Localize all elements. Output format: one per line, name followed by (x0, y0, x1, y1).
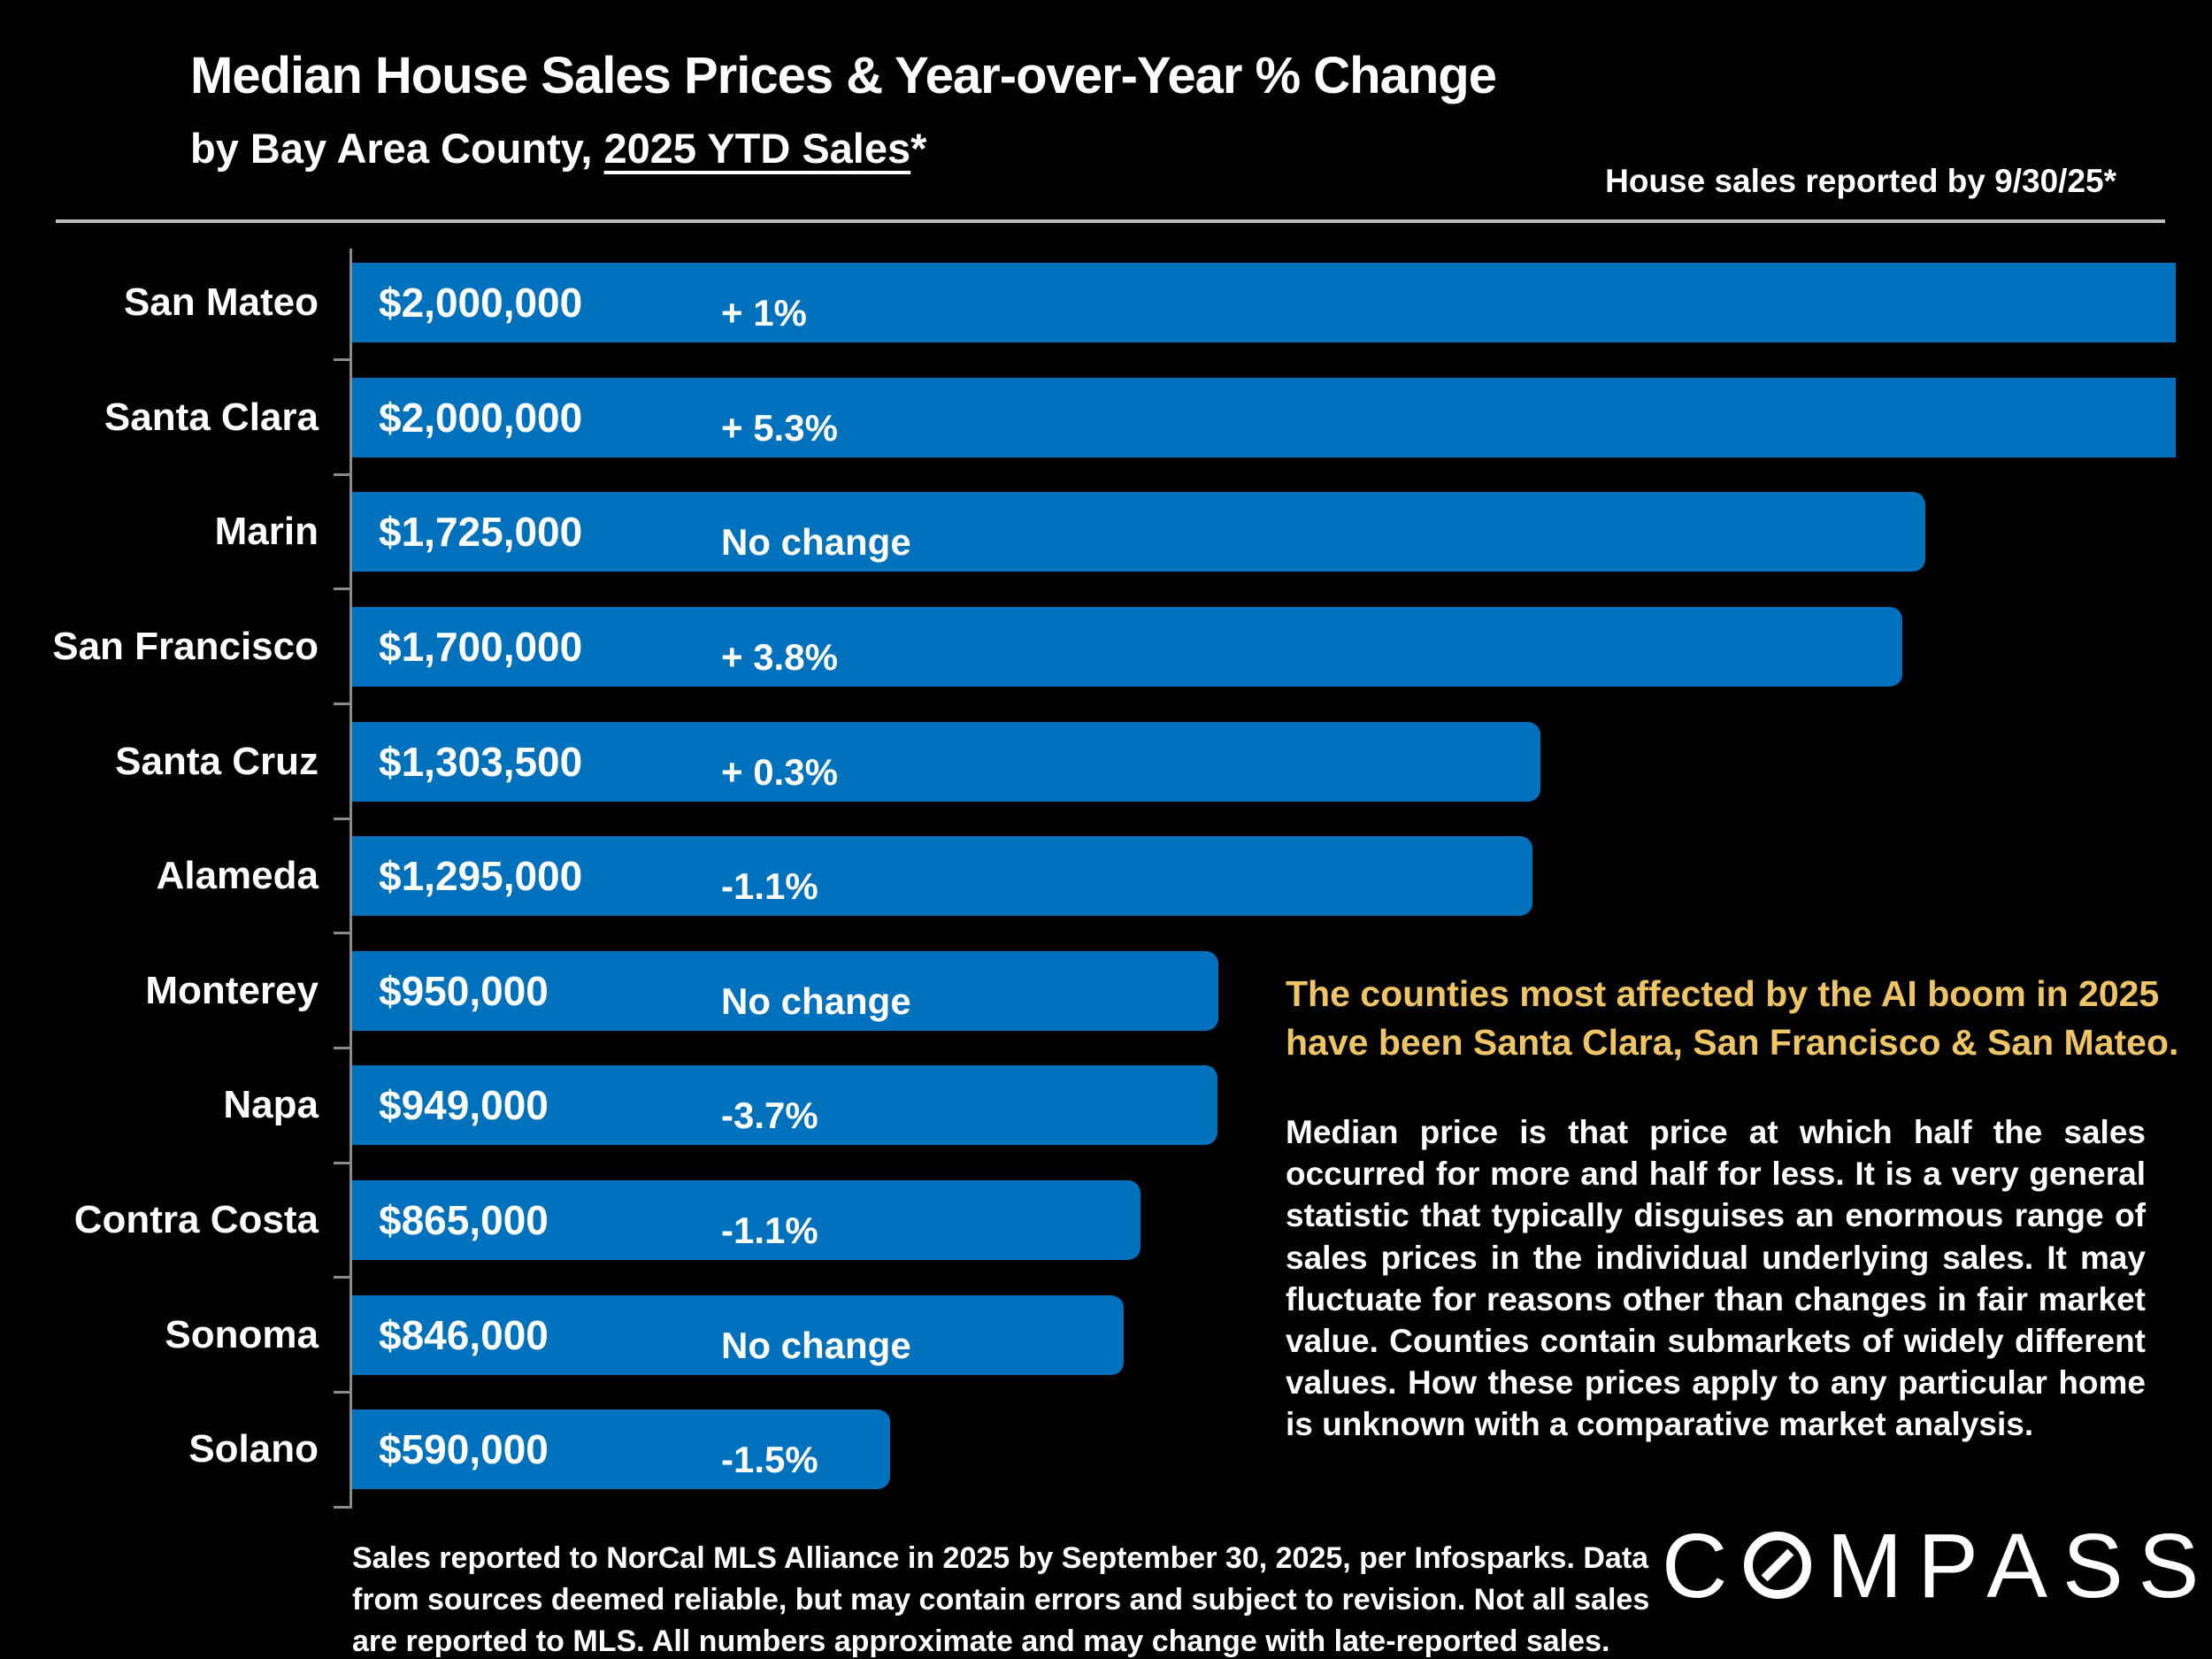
bar-chart: San Mateo $2,000,000 + 1% Santa Clara $2… (0, 245, 2212, 1510)
price-bar: $950,000 (352, 951, 1218, 1031)
bar-row: San Mateo $2,000,000 + 1% (0, 245, 2212, 360)
axis-tick (334, 1047, 350, 1049)
bar-row: Solano $590,000 -1.5% (0, 1392, 2212, 1507)
price-label: $590,000 (379, 1426, 549, 1472)
bar-row: Alameda $1,295,000 -1.1% (0, 818, 2212, 933)
county-label: Santa Cruz (115, 740, 319, 783)
yoy-change-label: -3.7% (721, 1094, 818, 1136)
header-divider (56, 219, 2165, 223)
compass-logo: C MPASS (1662, 1517, 2212, 1614)
logo-letters-mpass: MPASS (1826, 1514, 2212, 1617)
bar-row: Contra Costa $865,000 -1.1% (0, 1163, 2212, 1278)
page-title: Median House Sales Prices & Year-over-Ye… (190, 47, 1497, 104)
price-bar: $1,725,000 (352, 492, 1925, 572)
bar-row: San Francisco $1,700,000 + 3.8% (0, 589, 2212, 704)
footnote-line-1: Sales reported to NorCal MLS Alliance in… (352, 1541, 1649, 1575)
axis-tick (334, 1276, 350, 1279)
subtitle-asterisk: * (910, 125, 927, 172)
price-label: $865,000 (379, 1197, 549, 1243)
yoy-change-label: No change (721, 1325, 911, 1366)
axis-tick (334, 1162, 350, 1164)
county-label: San Francisco (52, 625, 319, 668)
price-bar: $590,000 (352, 1409, 890, 1489)
county-label: Sonoma (165, 1313, 319, 1356)
county-label: Marin (214, 510, 319, 553)
county-label: Alameda (156, 854, 319, 897)
yoy-change-label: No change (721, 980, 911, 1022)
yoy-change-label: + 5.3% (721, 407, 838, 449)
county-label: Santa Clara (104, 396, 319, 439)
axis-tick (334, 703, 350, 705)
annotation-line-2: have been Santa Clara, San Francisco & S… (1286, 1021, 2179, 1063)
price-bar: $2,000,000 (352, 263, 2176, 342)
yoy-change-label: + 0.3% (721, 751, 838, 793)
bar-row: Santa Cruz $1,303,500 + 0.3% (0, 704, 2212, 819)
yoy-change-label: -1.1% (721, 865, 818, 907)
compass-needle-o-icon (1744, 1532, 1812, 1599)
price-bar: $1,303,500 (352, 722, 1540, 802)
price-label: $949,000 (379, 1082, 549, 1128)
bar-row: Sonoma $846,000 No change (0, 1278, 2212, 1393)
price-label: $1,700,000 (379, 624, 583, 670)
category-axis-line (349, 249, 352, 1509)
footnote-line-3: are reported to MLS. All numbers approxi… (352, 1624, 1610, 1658)
price-label: $1,303,500 (379, 739, 583, 785)
report-date-note: House sales reported by 9/30/25* (1605, 163, 2116, 199)
subtitle-underlined: 2025 YTD Sales (603, 125, 911, 172)
price-bar: $865,000 (352, 1180, 1141, 1260)
price-label: $2,000,000 (379, 280, 583, 326)
yoy-change-label: -1.5% (721, 1439, 818, 1480)
county-label: Solano (188, 1427, 319, 1471)
axis-tick (334, 1391, 350, 1394)
price-label: $2,000,000 (379, 395, 583, 441)
price-bar: $1,295,000 (352, 836, 1532, 916)
price-bar: $2,000,000 (352, 378, 2176, 457)
axis-tick (334, 818, 350, 820)
bar-row: Napa $949,000 -3.7% (0, 1048, 2212, 1163)
source-footnote: Sales reported to NorCal MLS Alliance in… (352, 1538, 1649, 1659)
ai-boom-annotation: The counties most affected by the AI boo… (1286, 970, 2178, 1066)
bar-row: Marin $1,725,000 No change (0, 474, 2212, 589)
price-bar: $949,000 (352, 1065, 1217, 1145)
axis-tick (334, 358, 350, 361)
logo-letter-c: C (1662, 1514, 1743, 1617)
yoy-change-label: No change (721, 521, 911, 563)
price-label: $846,000 (379, 1312, 549, 1358)
yoy-change-label: + 3.8% (721, 636, 838, 678)
bar-row: Monterey $950,000 No change (0, 933, 2212, 1048)
page-subtitle: by Bay Area County, 2025 YTD Sales* (190, 124, 926, 173)
county-label: Monterey (145, 969, 319, 1012)
axis-tick (334, 473, 350, 476)
median-price-explainer: Median price is that price at which half… (1286, 1114, 2146, 1443)
price-bar: $846,000 (352, 1295, 1124, 1375)
price-bar: $1,700,000 (352, 607, 1902, 687)
price-label: $950,000 (379, 968, 549, 1014)
axis-tick (334, 1506, 350, 1509)
county-label: Napa (223, 1083, 319, 1126)
footnote-line-2: from sources deemed reliable, but may co… (352, 1582, 1650, 1617)
yoy-change-label: + 1% (721, 292, 807, 334)
bar-row: Santa Clara $2,000,000 + 5.3% (0, 360, 2212, 475)
annotation-line-1: The counties most affected by the AI boo… (1286, 973, 2160, 1014)
axis-tick (334, 588, 350, 590)
axis-tick (334, 932, 350, 934)
county-label: San Mateo (123, 280, 319, 324)
yoy-change-label: -1.1% (721, 1210, 818, 1251)
subtitle-prefix: by Bay Area County, (190, 125, 604, 172)
county-label: Contra Costa (73, 1198, 319, 1241)
price-label: $1,725,000 (379, 509, 583, 555)
price-label: $1,295,000 (379, 853, 583, 899)
